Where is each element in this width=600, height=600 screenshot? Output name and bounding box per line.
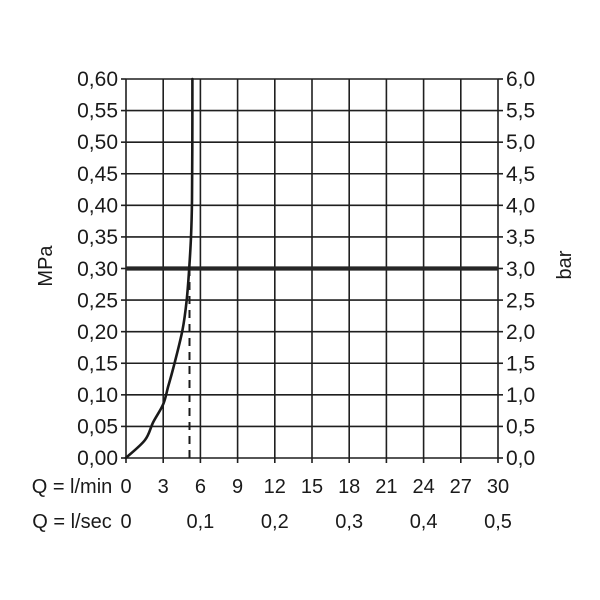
svg-text:0: 0: [120, 511, 131, 533]
svg-text:0,3: 0,3: [335, 511, 363, 533]
svg-text:3: 3: [158, 476, 169, 498]
svg-text:Q = l/min: Q = l/min: [32, 476, 113, 498]
svg-text:18: 18: [338, 476, 360, 498]
svg-text:3,0: 3,0: [506, 258, 535, 281]
svg-text:5,0: 5,0: [506, 131, 535, 154]
svg-text:0,0: 0,0: [506, 447, 535, 470]
svg-text:0,30: 0,30: [77, 258, 118, 281]
svg-text:4,5: 4,5: [506, 163, 535, 186]
svg-text:0,15: 0,15: [77, 353, 118, 376]
svg-text:27: 27: [450, 476, 472, 498]
svg-text:2,5: 2,5: [506, 290, 535, 313]
svg-text:1,0: 1,0: [506, 384, 535, 407]
svg-text:2,0: 2,0: [506, 321, 535, 344]
svg-text:0,60: 0,60: [77, 68, 118, 91]
svg-text:3,5: 3,5: [506, 226, 535, 249]
svg-text:0,00: 0,00: [77, 447, 118, 470]
svg-text:Q = l/sec: Q = l/sec: [32, 511, 111, 533]
svg-text:0,45: 0,45: [77, 163, 118, 186]
svg-text:5,5: 5,5: [506, 100, 535, 123]
svg-text:0,50: 0,50: [77, 131, 118, 154]
svg-text:0,5: 0,5: [506, 416, 535, 439]
svg-text:MPa: MPa: [35, 245, 57, 287]
svg-text:0: 0: [120, 476, 131, 498]
svg-text:0,05: 0,05: [77, 416, 118, 439]
svg-text:4,0: 4,0: [506, 195, 535, 218]
svg-text:0,40: 0,40: [77, 195, 118, 218]
svg-text:12: 12: [264, 476, 286, 498]
svg-text:0,5: 0,5: [484, 511, 512, 533]
svg-text:15: 15: [301, 476, 323, 498]
svg-text:6,0: 6,0: [506, 68, 535, 91]
svg-text:1,5: 1,5: [506, 353, 535, 376]
svg-text:0,25: 0,25: [77, 290, 118, 313]
svg-text:6: 6: [195, 476, 206, 498]
svg-text:30: 30: [487, 476, 509, 498]
svg-text:0,1: 0,1: [186, 511, 214, 533]
svg-text:0,2: 0,2: [261, 511, 289, 533]
svg-text:9: 9: [232, 476, 243, 498]
svg-text:0,20: 0,20: [77, 321, 118, 344]
svg-text:24: 24: [412, 476, 434, 498]
svg-text:21: 21: [375, 476, 397, 498]
svg-text:0,35: 0,35: [77, 226, 118, 249]
svg-text:0,10: 0,10: [77, 384, 118, 407]
svg-text:0,4: 0,4: [410, 511, 438, 533]
svg-text:0,55: 0,55: [77, 100, 118, 123]
svg-text:bar: bar: [554, 250, 576, 279]
